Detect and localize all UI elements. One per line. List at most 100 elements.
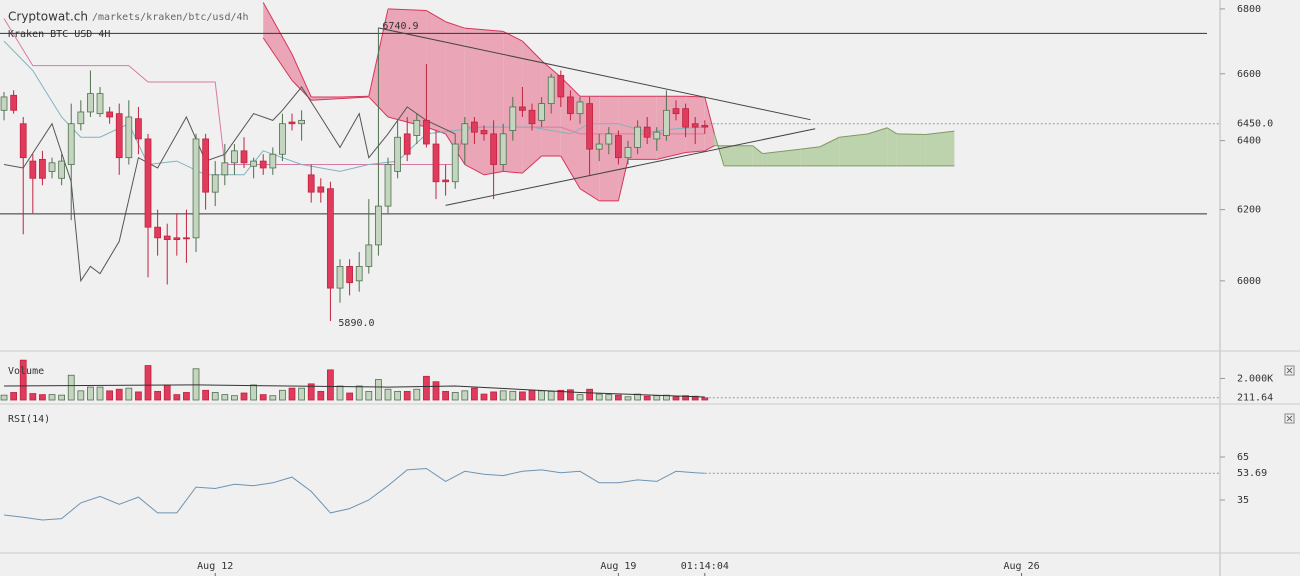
- volume-bar: [231, 395, 238, 401]
- x-tick-label: Aug 12: [197, 561, 233, 572]
- cloud-edge: [752, 145, 763, 154]
- last-volume-label: 211.64: [1237, 393, 1273, 404]
- cloud-segment: [887, 127, 897, 166]
- volume-bar: [643, 395, 651, 401]
- volume-bar: [672, 396, 680, 401]
- panel-title: Volume: [8, 366, 44, 377]
- candle-body: [231, 150, 238, 164]
- y-tick-label: 6200: [1237, 205, 1261, 216]
- volume-bar: [336, 385, 344, 401]
- close-button[interactable]: [1284, 365, 1295, 376]
- candle-body: [691, 123, 699, 128]
- price-annotation: 5890.0: [338, 318, 374, 329]
- candle-body: [240, 150, 248, 164]
- x-tick-label: Aug 26: [1004, 561, 1040, 572]
- y-tick-label: 6600: [1237, 69, 1261, 80]
- trend-line: [445, 128, 816, 206]
- candle-body: [10, 94, 18, 111]
- candle-body: [586, 103, 593, 150]
- candle-body: [336, 266, 344, 289]
- cloud-edge: [445, 21, 465, 29]
- cloud-edge: [339, 96, 369, 100]
- candle-body: [480, 130, 488, 135]
- cloud-segment: [618, 96, 628, 201]
- close-button[interactable]: [1284, 413, 1295, 424]
- volume-bar: [499, 390, 507, 401]
- candle-body: [557, 75, 565, 98]
- volume-bar: [19, 359, 27, 401]
- volume-bar: [451, 392, 459, 401]
- candle-body: [87, 93, 94, 113]
- candle-body: [461, 123, 469, 145]
- volume-bar: [221, 394, 229, 401]
- volume-bar: [701, 397, 709, 401]
- cloud-edge: [579, 188, 600, 202]
- candle-body: [567, 96, 574, 115]
- cloud-edge: [704, 96, 715, 134]
- cloud-segment: [388, 8, 427, 128]
- candle-body: [624, 147, 632, 159]
- cloud-edge: [886, 127, 898, 135]
- candle-body: [327, 188, 334, 289]
- candle-body: [154, 226, 161, 239]
- volume-bar: [384, 388, 392, 401]
- candle-body: [250, 160, 257, 167]
- last-rsi-label: 53.69: [1237, 468, 1267, 479]
- y-tick-label: 6800: [1237, 4, 1261, 15]
- volume-bar: [615, 394, 622, 401]
- candle-body: [615, 135, 622, 159]
- volume-bar: [490, 391, 497, 401]
- candle-body: [221, 162, 229, 176]
- volume-bar: [355, 385, 363, 401]
- volume-bar: [10, 392, 18, 401]
- cloud-edge: [464, 27, 485, 31]
- candle-body: [355, 266, 363, 282]
- volume-bar: [403, 390, 411, 401]
- volume-bar: [183, 392, 190, 401]
- candle-body: [96, 93, 104, 115]
- candle-body: [663, 109, 670, 136]
- volume-bar: [135, 391, 142, 401]
- y-tick-label: 35: [1237, 495, 1249, 506]
- candle-body: [48, 162, 56, 172]
- volume-bar: [586, 388, 593, 401]
- candle-body: [413, 119, 421, 136]
- candle-body: [538, 103, 545, 121]
- cloud-edge: [656, 152, 686, 160]
- volume-bar: [269, 395, 277, 401]
- candle-body: [259, 160, 267, 169]
- volume-bar: [413, 388, 421, 401]
- cloud-segment: [839, 133, 868, 166]
- volume-bar: [528, 389, 536, 401]
- cloud-edge: [522, 40, 542, 62]
- candle-body: [279, 123, 286, 155]
- volume-bar: [29, 393, 37, 401]
- cloud-edge: [762, 148, 801, 155]
- cloud-segment: [800, 146, 820, 166]
- candle-body: [701, 125, 709, 128]
- candle-body: [163, 235, 171, 240]
- volume-bar: [442, 390, 449, 401]
- y-tick-label: 2.000K: [1237, 373, 1273, 384]
- volume-bar: [77, 390, 85, 401]
- volume-bar: [519, 391, 526, 401]
- cloud-edge: [713, 133, 725, 167]
- cloud-edge: [685, 150, 705, 154]
- candle-body: [576, 101, 584, 115]
- volume-bar: [346, 392, 353, 401]
- volume-bar: [279, 389, 286, 401]
- volume-bar: [250, 384, 257, 401]
- cloud-edge: [387, 8, 427, 12]
- volume-bar: [192, 368, 200, 401]
- price-plot: [0, 2, 1207, 322]
- candle-body: [490, 133, 497, 165]
- cloud-segment: [896, 133, 926, 166]
- candle-body: [77, 111, 85, 125]
- x-tick-label: Aug 19: [600, 561, 636, 572]
- volume-bar: [288, 387, 296, 401]
- volume-bar: [173, 394, 181, 401]
- candle-body: [135, 118, 142, 140]
- volume-average: [3, 384, 705, 398]
- volume-bar: [240, 392, 248, 401]
